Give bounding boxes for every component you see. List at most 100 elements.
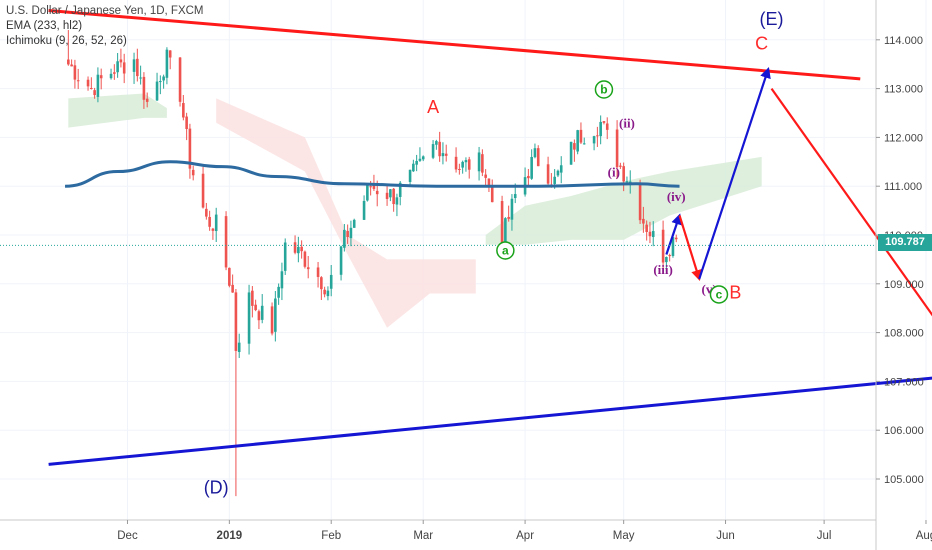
candle-body bbox=[513, 194, 517, 199]
candle-body bbox=[553, 176, 556, 184]
candle-body bbox=[185, 116, 188, 130]
candle-body bbox=[487, 178, 491, 186]
y-tick-label: 109.000 bbox=[884, 279, 924, 291]
candle-body bbox=[408, 169, 412, 182]
candle-body bbox=[214, 214, 218, 232]
candle-body bbox=[510, 198, 514, 220]
candle-body bbox=[638, 183, 642, 221]
candle-body bbox=[674, 237, 678, 240]
y-tick-label: 108.000 bbox=[884, 328, 924, 340]
candle-body bbox=[352, 219, 356, 228]
candle-body bbox=[579, 129, 583, 143]
candle-body bbox=[421, 156, 425, 160]
candle-body bbox=[490, 186, 494, 203]
x-tick-label: 2019 bbox=[217, 530, 243, 542]
candle-body bbox=[231, 284, 234, 293]
candle-body bbox=[76, 80, 80, 82]
candle-body bbox=[247, 292, 251, 344]
wave-label: A bbox=[427, 97, 439, 117]
candle-body bbox=[500, 201, 504, 249]
ichimoku-cloud-bearish bbox=[216, 98, 476, 328]
candle-body bbox=[234, 292, 238, 351]
candle-body bbox=[536, 148, 540, 167]
candle-body bbox=[270, 306, 274, 334]
candle-body bbox=[136, 58, 139, 77]
candle-body bbox=[182, 103, 185, 118]
candle-body bbox=[116, 61, 119, 73]
candle-body bbox=[303, 251, 307, 267]
candle-body bbox=[444, 153, 448, 156]
candle-body bbox=[70, 64, 73, 67]
candle-body bbox=[366, 185, 369, 201]
candle-body bbox=[441, 153, 445, 157]
candle-body bbox=[415, 160, 418, 165]
candle-body bbox=[599, 121, 602, 137]
candle-body bbox=[109, 73, 113, 79]
candle-body bbox=[412, 163, 415, 172]
trendline-upper-red bbox=[48, 9, 861, 81]
wave-label: (iii) bbox=[653, 262, 673, 277]
candle-body bbox=[395, 197, 399, 205]
legend-title: U.S. Dollar / Japanese Yen, 1D, FXCM bbox=[6, 5, 204, 17]
candle-body bbox=[67, 59, 70, 65]
candle-body bbox=[481, 154, 484, 173]
y-tick-label: 114.000 bbox=[884, 35, 923, 47]
candle-body bbox=[651, 231, 655, 238]
candle-body bbox=[300, 246, 303, 252]
candle-body bbox=[162, 76, 165, 81]
legend-ema: EMA (233, hl2) bbox=[6, 20, 83, 32]
candle-body bbox=[596, 135, 599, 137]
candle-body bbox=[323, 289, 326, 295]
candle-body bbox=[191, 169, 195, 176]
candle-body bbox=[622, 166, 625, 182]
ichimoku-cloud-bullish bbox=[485, 156, 762, 245]
candle-body bbox=[398, 182, 402, 197]
wave-label: (E) bbox=[760, 9, 784, 29]
candle-body bbox=[122, 62, 126, 74]
candle-body bbox=[297, 246, 300, 254]
x-tick-label: Aug bbox=[916, 530, 932, 542]
ichimoku-cloud-bullish bbox=[68, 93, 167, 128]
wave-label: (D) bbox=[204, 478, 229, 498]
candle-body bbox=[329, 274, 333, 289]
candle-body bbox=[132, 59, 136, 72]
candle-body bbox=[507, 216, 510, 219]
candle-body bbox=[615, 129, 619, 168]
candle-body bbox=[435, 141, 438, 145]
candle-body bbox=[372, 185, 376, 189]
candle-body bbox=[211, 228, 215, 231]
wave-label: (iv) bbox=[667, 189, 686, 204]
candle-body bbox=[582, 143, 586, 145]
candle-body bbox=[602, 121, 606, 123]
x-tick-label: Dec bbox=[117, 530, 138, 542]
candle-body bbox=[369, 186, 372, 188]
candle-body bbox=[573, 143, 576, 150]
x-tick-label: Jul bbox=[817, 530, 832, 542]
candle-body bbox=[576, 130, 579, 152]
candle-body bbox=[326, 290, 330, 297]
wave-circle bbox=[709, 285, 729, 304]
candle-body bbox=[205, 208, 208, 217]
candle-body bbox=[306, 267, 310, 270]
candle-body bbox=[237, 342, 241, 353]
x-tick-label: Feb bbox=[321, 530, 341, 542]
candle-body bbox=[559, 165, 563, 173]
y-tick-label: 106.000 bbox=[884, 425, 924, 437]
y-tick-label: 105.000 bbox=[884, 474, 924, 486]
candle-body bbox=[260, 305, 264, 320]
candle-body bbox=[188, 128, 192, 169]
candle-body bbox=[346, 230, 349, 238]
candle-body bbox=[90, 88, 93, 90]
candle-body bbox=[418, 158, 422, 161]
candle-body bbox=[431, 144, 435, 158]
candle-body bbox=[392, 188, 395, 205]
candle-body bbox=[343, 229, 346, 248]
candle-body bbox=[165, 49, 169, 78]
legend-ichimoku: Ichimoku (9, 26, 52, 26) bbox=[6, 35, 127, 47]
x-tick-label: Mar bbox=[413, 530, 433, 542]
candle-body bbox=[467, 159, 471, 170]
wave-label: (ii) bbox=[619, 116, 635, 131]
candle-body bbox=[556, 170, 560, 176]
candle-body bbox=[113, 72, 116, 74]
